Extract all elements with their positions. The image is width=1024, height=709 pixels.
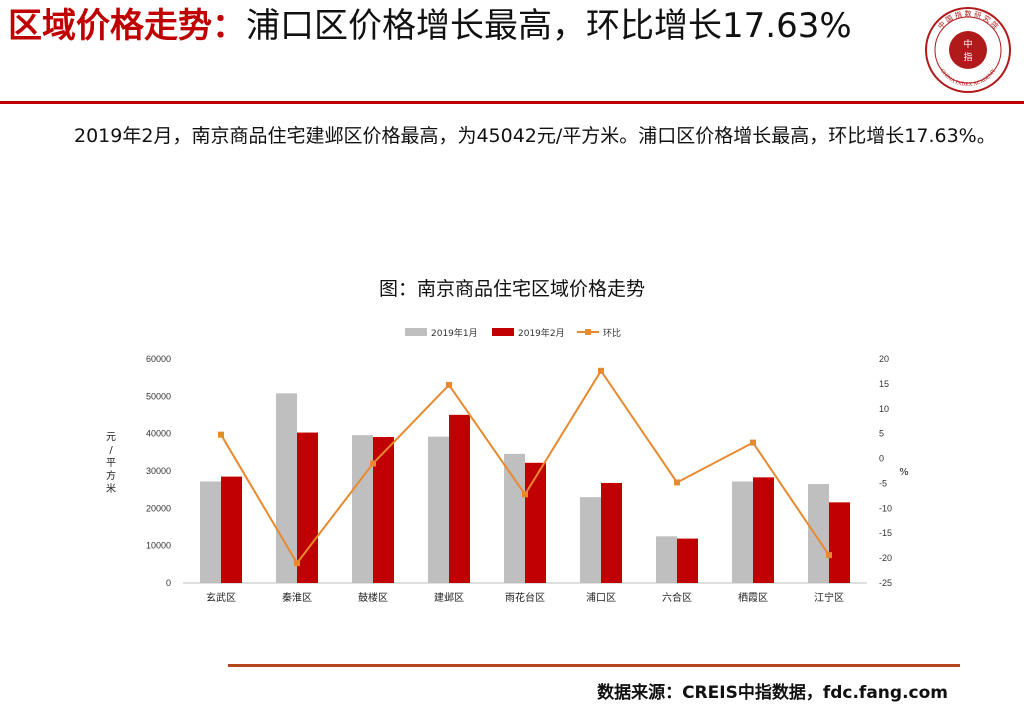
y-axis-title-char: 米 <box>106 482 116 495</box>
y2-tick-label: 15 <box>879 379 889 389</box>
y-tick-label: 40000 <box>146 429 171 439</box>
legend-swatch-feb <box>492 328 514 336</box>
y2-tick-label: -25 <box>879 578 892 588</box>
y2-tick-label: 5 <box>879 429 884 439</box>
bar-7-jan <box>656 536 677 583</box>
summary-text: 2019年2月，南京商品住宅建邺区价格最高，为45042元/平方米。浦口区价格增… <box>74 125 996 147</box>
mom-point-7 <box>674 479 680 486</box>
mom-point-1 <box>218 431 224 438</box>
category-label: 栖霞区 <box>738 591 768 604</box>
bar-2-feb <box>297 432 318 583</box>
china-index-academy-logo: 中 指 中 国 指 数 研 究 院 CHINA INDEX ACADEMY <box>922 4 1014 96</box>
y-tick-label: 50000 <box>146 391 171 401</box>
category-label: 鼓楼区 <box>358 591 388 604</box>
bar-8-feb <box>753 477 774 583</box>
y-tick-label: 0 <box>166 578 171 588</box>
category-label: 玄武区 <box>206 591 236 604</box>
legend-label-feb: 2019年2月 <box>518 327 565 339</box>
title-highlight: 区域价格走势： <box>8 6 246 46</box>
summary-paragraph: 2019年2月，南京商品住宅建邺区价格最高，为45042元/平方米。浦口区价格增… <box>36 118 1006 154</box>
svg-text:中: 中 <box>963 38 972 50</box>
footer-divider <box>228 664 960 667</box>
legend-label-jan: 2019年1月 <box>431 327 478 339</box>
bar-5-jan <box>504 453 525 583</box>
y-tick-label: 20000 <box>146 503 171 513</box>
y-axis-title-char: / <box>109 445 113 456</box>
title-divider <box>0 101 1024 104</box>
category-label: 建邺区 <box>434 591 464 604</box>
y2-tick-label: -5 <box>879 478 887 488</box>
mom-point-4 <box>446 381 452 388</box>
category-label: 六合区 <box>662 591 692 604</box>
y2-axis-title: % <box>899 467 909 478</box>
y2-tick-label: -10 <box>879 503 892 513</box>
y-axis-title-char: 元 <box>106 432 116 443</box>
svg-text:指: 指 <box>963 51 972 63</box>
bar-3-feb <box>373 437 394 583</box>
bar-9-jan <box>808 484 829 583</box>
y2-tick-label: 0 <box>879 454 884 464</box>
legend-swatch-marker <box>585 329 591 335</box>
y2-tick-label: -20 <box>879 553 892 563</box>
y-tick-label: 60000 <box>146 354 171 364</box>
category-label: 雨花台区 <box>505 591 545 604</box>
mom-point-9 <box>826 552 832 559</box>
bar-5-feb <box>525 462 546 583</box>
y2-tick-label: 10 <box>879 404 889 414</box>
y-tick-label: 10000 <box>146 541 171 551</box>
mom-point-8 <box>750 439 756 446</box>
mom-point-5 <box>522 491 528 498</box>
page-title: 区域价格走势：浦口区价格增长最高，环比增长17.63% <box>8 4 908 48</box>
bar-2-jan <box>276 393 297 583</box>
bar-6-jan <box>580 497 601 583</box>
y-axis-title-char: 方 <box>106 469 116 482</box>
y2-tick-label: -15 <box>879 528 892 538</box>
bar-8-jan <box>732 481 753 583</box>
bar-4-feb <box>449 414 470 583</box>
chart-title: 图：南京商品住宅区域价格走势 <box>378 278 645 300</box>
bar-3-jan <box>352 435 373 583</box>
title-rest: 浦口区价格增长最高，环比增长17.63% <box>246 6 852 46</box>
category-label: 浦口区 <box>586 591 616 604</box>
bar-1-jan <box>200 481 221 583</box>
bar-1-feb <box>221 476 242 583</box>
bar-4-jan <box>428 436 449 583</box>
bar-7-feb <box>677 538 698 583</box>
bar-6-feb <box>601 482 622 583</box>
y-tick-label: 30000 <box>146 466 171 476</box>
legend-swatch-jan <box>405 328 427 336</box>
y-axis-title-char: 平 <box>106 458 116 469</box>
mom-point-2 <box>294 560 300 567</box>
legend-label-line: 环比 <box>603 327 621 339</box>
y2-tick-label: 20 <box>879 354 889 364</box>
bar-9-feb <box>829 502 850 583</box>
data-source: 数据来源：CREIS中指数据，fdc.fang.com <box>597 683 948 703</box>
mom-point-6 <box>598 367 604 374</box>
mom-point-3 <box>370 460 376 467</box>
category-label: 秦淮区 <box>282 591 312 604</box>
category-label: 江宁区 <box>814 591 844 604</box>
